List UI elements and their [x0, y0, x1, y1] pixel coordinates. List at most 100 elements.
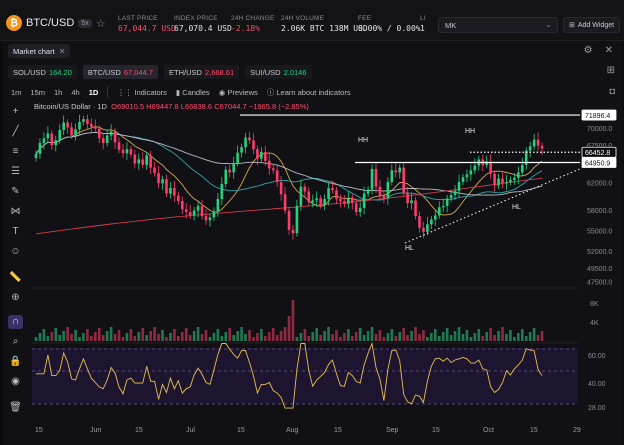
candle-body [267, 160, 271, 169]
candle-body [173, 188, 176, 196]
volume-bar [267, 332, 271, 341]
volume-bar [461, 334, 465, 341]
volume-bar [105, 331, 109, 341]
candle-body [260, 151, 263, 159]
layout-grid-icon[interactable]: ⊞ [606, 65, 615, 76]
candles-button[interactable]: ▮ Candles [175, 87, 210, 97]
learn-indicators-link[interactable]: ⓘ Learn about indicators [266, 87, 351, 97]
volume-bar [121, 337, 125, 341]
interval-1m[interactable]: 1m [11, 87, 22, 97]
volume-bar [449, 335, 453, 341]
symbol-selector[interactable]: ₿ BTC/USD 5x ☆ [6, 12, 106, 34]
candle-body [410, 200, 413, 204]
volume-bar [370, 327, 374, 341]
text-icon[interactable]: T [12, 226, 19, 237]
stat-last-price: LAST PRICE 67,044.7 USD [118, 15, 176, 33]
candle-body [441, 205, 445, 208]
volume-bar [394, 336, 398, 341]
candle-body [188, 212, 192, 216]
candle-body [426, 224, 429, 232]
magnet-icon[interactable]: ∩ [8, 315, 23, 329]
candle-body [319, 198, 322, 206]
candle-body [177, 195, 180, 202]
time-tick-label: 15 [35, 427, 43, 434]
horizontal-lines-icon[interactable]: ≡ [12, 146, 19, 157]
price-tick-label: 47500.0 [587, 280, 612, 287]
candle-body [422, 227, 425, 232]
star-icon[interactable]: ☆ [95, 17, 106, 30]
chart-grid [32, 287, 578, 344]
brush-icon[interactable]: ✎ [11, 186, 20, 197]
time-axis: 15 Jun 15 Jul 15 Aug 15 Sep 15 Oct 15 29 [35, 427, 581, 434]
volume-bar [335, 330, 338, 341]
price-tick-label: 55000.0 [587, 228, 612, 235]
leverage-badge: 5x [78, 18, 92, 28]
candle-body [113, 131, 117, 143]
trendline-icon[interactable]: ╱ [12, 126, 19, 137]
time-tick-label: 15 [530, 427, 538, 434]
candle-body [378, 186, 382, 196]
quote-eth[interactable]: ETH/USD 2,668.61 [164, 65, 240, 79]
settings-icon[interactable]: ⚙ [583, 45, 593, 56]
trash-icon[interactable]: 🗑 [9, 402, 22, 413]
candle-body [457, 181, 461, 191]
stat-24h-volume: 24H VOLUME 2.06K BTC 138M USD [281, 15, 368, 33]
volume-bar [228, 328, 232, 341]
add-widget-button[interactable]: ⊞ Add Widget [563, 17, 620, 33]
tab-market-chart[interactable]: Market chart ✕ [8, 44, 71, 58]
account-select[interactable]: MK ⌄ [438, 17, 558, 33]
candle-body [145, 155, 148, 165]
volume-bar [192, 331, 196, 341]
volume-bar [141, 328, 145, 341]
quote-sui[interactable]: SUI/USD 2.0146 [245, 65, 312, 79]
quote-sol[interactable]: SOL/USD 164.20 [8, 65, 77, 79]
candle-body [153, 167, 156, 174]
lock-icon[interactable]: 🔒 [9, 356, 22, 367]
channel-icon[interactable]: ☰ [11, 166, 20, 177]
close-panel-icon[interactable]: ✕ [604, 45, 613, 56]
volume-bar [465, 330, 469, 341]
candle-body [196, 205, 200, 211]
ruler-icon[interactable]: 📏 [9, 272, 22, 283]
price-tick-label: 62000.0 [587, 181, 612, 188]
visibility-icon[interactable]: ◉ [11, 376, 20, 387]
candle-body [66, 122, 69, 128]
volume-bar [62, 331, 65, 341]
quote-btc[interactable]: BTC/USD 67,044.7 [82, 65, 159, 79]
lock-drawing-icon[interactable]: ⌕ [12, 336, 19, 347]
candle-body [46, 133, 50, 139]
pattern-icon[interactable]: ⋈ [10, 206, 21, 217]
indicators-button[interactable]: ⋮⋮ Indicators [117, 87, 167, 97]
candle-body [406, 192, 409, 204]
candle-body [157, 173, 160, 184]
candle-body [303, 186, 307, 192]
candle-body [501, 178, 504, 184]
volume-bar [331, 334, 334, 341]
crosshair-icon[interactable]: + [12, 106, 19, 117]
candle-body [517, 172, 520, 178]
emoji-icon[interactable]: ☺ [10, 246, 21, 257]
rsi-line [36, 341, 543, 409]
time-tick-label: 29 [573, 427, 581, 434]
volume-bar [473, 333, 477, 341]
price-tag [581, 109, 617, 121]
volume-bar [82, 333, 85, 341]
interval-4h[interactable]: 4h [71, 87, 80, 97]
volume-bar [97, 328, 101, 341]
zoom-in-icon[interactable]: ⊕ [11, 292, 20, 303]
support-trendline [404, 167, 583, 244]
volume-bar [430, 333, 433, 341]
close-icon[interactable]: ✕ [58, 46, 66, 56]
volume-bar [481, 336, 485, 341]
previews-button[interactable]: ◉ Previews [218, 87, 258, 97]
camera-icon[interactable]: ◘ [609, 86, 615, 96]
candle-body [350, 197, 354, 204]
interval-15m[interactable]: 15m [30, 87, 46, 97]
volume-bar [386, 333, 390, 341]
candle-body [370, 168, 374, 190]
interval-1h[interactable]: 1h [54, 87, 63, 97]
candle-body [62, 122, 65, 131]
candle-body [366, 189, 370, 194]
interval-1d[interactable]: 1D [88, 87, 99, 97]
